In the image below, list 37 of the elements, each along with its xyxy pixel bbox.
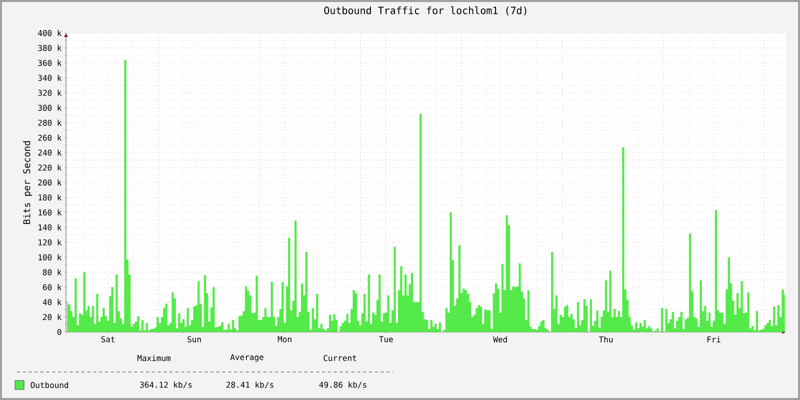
y-tick-label: 100 k [38,254,62,260]
y-tick-label: 80 k [42,269,62,276]
y-tick-label: 320 k [38,90,62,96]
text: Current [324,354,356,362]
x-tick-label: Tue [379,336,393,342]
y-tick-label: 220 k [38,164,62,171]
text: 364.12 kb/s [140,382,192,388]
y-tick-label: 140 k [38,224,62,230]
x-tick-label: Mon [278,336,292,342]
x-tick-label: Sat [101,336,114,342]
x-tick-label: Wed [493,336,507,342]
text: 49.86 kb/s [319,382,366,388]
text: Maximum [137,354,170,362]
x-tick-label: Thu [598,336,613,342]
text: Average [230,354,264,362]
text: 28.41 kb/s [226,382,274,388]
legend-label: Outbound [30,382,68,388]
y-tick-label: 240 k [38,149,62,156]
y-tick-label: 60 k [42,284,62,290]
y-tick-label: 20 k [43,314,62,320]
y-tick-label: 360 k [38,60,62,66]
x-tick-label: Fri [707,336,720,342]
y-tick-label: 300 k [38,104,62,111]
y-tick-label: 340 k [38,74,62,81]
y-axis-title: Bits per Second [23,141,32,224]
y-tick-label: 0 [57,328,62,336]
y-tick-label: 120 k [38,239,62,246]
y-tick-label: 380 k [38,44,62,52]
y-tick-label: 260 k [38,134,62,141]
y-tick-label: 40 k [42,298,62,306]
chart-title: Outbound Traffic for lochlom1 (7d) [324,6,526,16]
y-tick-label: 160 k [38,209,62,216]
y-tick-label: 200 k [38,179,62,186]
x-tick-label: Sun [188,336,201,342]
y-tick-label: 400 k [38,30,62,36]
y-tick-label: 180 k [38,194,62,201]
y-tick-label: 280 k [38,120,62,126]
